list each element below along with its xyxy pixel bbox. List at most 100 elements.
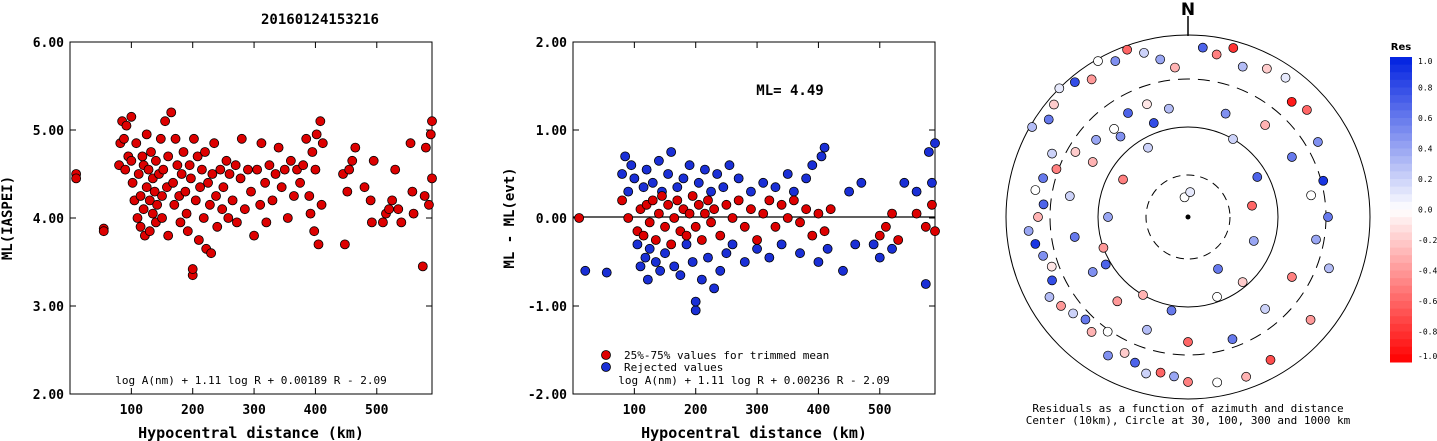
- plot2-x-axis: 100 200 300 400 500: [623, 42, 892, 418]
- data-point: [384, 204, 394, 215]
- colorbar-title: Res: [1391, 42, 1411, 53]
- data-point: [813, 257, 824, 267]
- residual-point: [1262, 63, 1272, 74]
- residual-point: [1118, 174, 1128, 185]
- colorbar-cell: [1390, 163, 1412, 172]
- figure-title: 20160124153216: [261, 12, 379, 28]
- data-point: [285, 155, 296, 166]
- data-point: [227, 195, 238, 206]
- data-point: [666, 239, 677, 250]
- data-point: [776, 239, 787, 250]
- data-point: [315, 116, 326, 127]
- colorbar-cell: [1390, 194, 1412, 203]
- data-point: [911, 208, 922, 219]
- data-point: [660, 248, 670, 259]
- residual-point: [1228, 43, 1239, 53]
- data-point: [632, 239, 643, 250]
- data-point: [408, 208, 419, 219]
- data-point: [655, 265, 666, 276]
- colorbar-labels: 1.0 0.8 0.6 0.4 0.2 0.0 -0.2 -0.4 -0.6 -0.8 -1.0: [1418, 57, 1437, 361]
- data-point: [868, 239, 879, 250]
- residual-point: [1138, 290, 1148, 300]
- data-point: [273, 142, 284, 153]
- data-point: [203, 177, 213, 188]
- data-point: [681, 230, 692, 241]
- data-point: [739, 257, 750, 267]
- data-point: [887, 208, 897, 219]
- y-tick-label: 2.00: [536, 36, 567, 51]
- data-point: [635, 261, 646, 272]
- colorbar-label: 0.0: [1418, 206, 1433, 215]
- colorbar-cell: [1390, 201, 1412, 210]
- data-point: [660, 221, 670, 232]
- residual-point: [1070, 77, 1080, 88]
- colorbar-cell: [1390, 179, 1412, 188]
- data-point: [647, 177, 658, 188]
- colorbar-cell: [1390, 316, 1412, 325]
- residual-point: [1112, 296, 1123, 307]
- residual-point: [1049, 99, 1059, 110]
- data-point: [192, 151, 203, 162]
- y-tick-label: -1.00: [528, 300, 567, 315]
- residual-point: [1102, 326, 1113, 337]
- data-point: [427, 116, 437, 127]
- data-point: [310, 164, 321, 175]
- y-tick-label: 6.00: [33, 36, 64, 51]
- data-point: [758, 208, 769, 219]
- data-point: [185, 173, 196, 184]
- colorbar-cell: [1390, 240, 1412, 249]
- residual-point: [1064, 191, 1075, 202]
- data-point: [696, 235, 707, 245]
- data-point: [339, 239, 350, 250]
- data-point: [724, 160, 735, 171]
- data-point: [752, 235, 762, 245]
- residual-point: [1054, 83, 1065, 94]
- data-point: [168, 177, 178, 188]
- data-point: [669, 261, 680, 272]
- data-point: [144, 195, 155, 206]
- colorbar-cell: [1390, 217, 1412, 226]
- data-point: [126, 111, 137, 122]
- data-point: [158, 164, 169, 175]
- y-tick-label: -2.00: [528, 388, 567, 403]
- colorbar-cell: [1390, 87, 1412, 96]
- colorbar-cell: [1390, 293, 1412, 302]
- data-point: [813, 208, 824, 219]
- polar-markers: [1023, 42, 1334, 388]
- data-point: [131, 138, 142, 149]
- residual-point: [1023, 226, 1034, 236]
- data-point: [424, 199, 434, 210]
- data-point: [782, 169, 793, 179]
- polar-caption-2: Center (10km), Circle at 30, 100, 300 an…: [1026, 414, 1351, 427]
- data-point: [733, 173, 744, 184]
- data-point: [819, 226, 830, 237]
- data-point: [647, 195, 658, 206]
- colorbar-label: 0.2: [1418, 175, 1433, 184]
- data-point: [180, 186, 191, 197]
- data-point: [663, 169, 674, 179]
- data-point: [230, 160, 241, 171]
- residual-point: [1237, 61, 1248, 72]
- colorbar-cell: [1390, 110, 1412, 119]
- plot1-xlabel: Hypocentral distance (km): [138, 424, 364, 441]
- data-point: [770, 221, 781, 232]
- x-tick-label: 500: [365, 403, 389, 418]
- residual-point: [1313, 137, 1323, 147]
- residual-point: [1143, 142, 1153, 153]
- colorbar-label: -1.0: [1418, 352, 1437, 361]
- colorbar-label: -0.4: [1418, 267, 1437, 276]
- x-tick-label: 300: [242, 403, 266, 418]
- data-point: [420, 142, 431, 153]
- data-point: [669, 213, 680, 223]
- data-point: [206, 248, 217, 259]
- x-tick-label: 100: [120, 403, 144, 418]
- residual-point: [1046, 261, 1057, 272]
- residual-point: [1252, 172, 1263, 182]
- residual-point: [1169, 371, 1179, 382]
- y-tick-label: 1.00: [536, 124, 567, 139]
- plot1-x-axis: 100 200 300 400 500: [120, 42, 389, 418]
- residual-point: [1030, 239, 1041, 249]
- data-point: [157, 191, 167, 201]
- data-point: [160, 116, 171, 127]
- colorbar-label: -0.8: [1418, 328, 1437, 337]
